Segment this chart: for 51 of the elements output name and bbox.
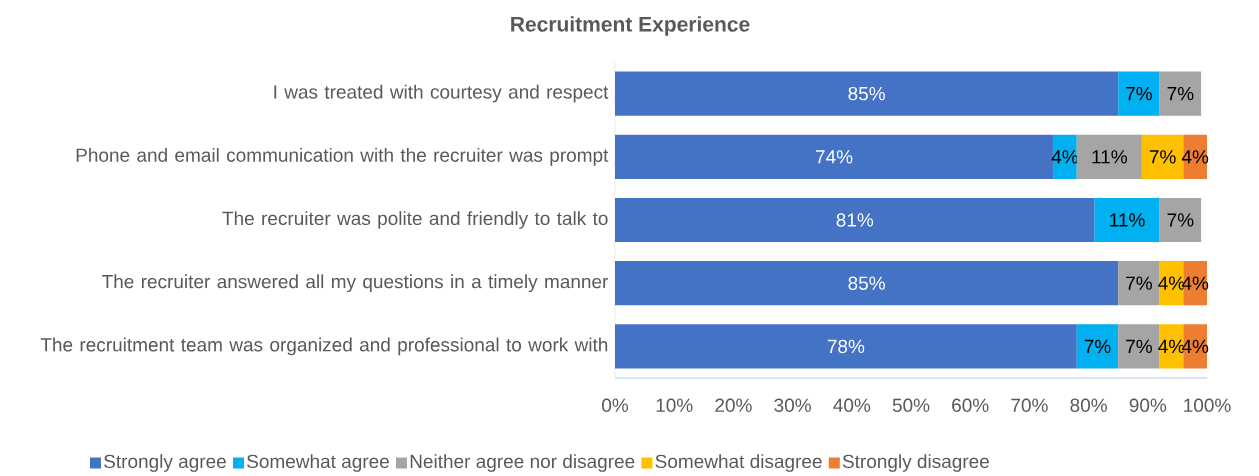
x-tick-label: 70% [1011, 398, 1048, 412]
legend-label: Somewhat agree [247, 454, 389, 472]
bar [1159, 197, 1202, 243]
data-label: 78% [827, 339, 865, 354]
data-label: 7% [1167, 86, 1194, 101]
y-tick-label: The recruitment team was organized and professional to work with [40, 337, 608, 356]
y-tick-label: The recruiter answered all my questions in a timely manner [102, 274, 609, 293]
data-label: 85% [848, 86, 885, 101]
legend-label: Somewhat disagree [655, 454, 822, 472]
data-label: 7% [1167, 213, 1194, 227]
x-tick-label: 40% [833, 398, 871, 412]
bar [1118, 324, 1160, 369]
data-label: 74% [816, 150, 853, 164]
x-tick-label: 80% [1070, 398, 1107, 412]
bar [615, 71, 1119, 116]
bar [1141, 134, 1184, 179]
data-label: 4% [1051, 150, 1078, 164]
bar [1159, 71, 1202, 116]
data-label: 7% [1126, 86, 1152, 101]
data-label: 85% [848, 276, 885, 290]
x-tick-label: 50% [892, 398, 930, 412]
bar [1076, 324, 1119, 369]
legend-label: Neither agree nor disagree [410, 454, 635, 472]
x-tick-label: 100% [1184, 398, 1231, 412]
bar [1076, 134, 1142, 179]
bar [1094, 197, 1160, 243]
x-tick-label: 60% [952, 398, 989, 412]
bar [615, 261, 1119, 306]
bar [1053, 134, 1077, 179]
x-tick-label: 20% [715, 398, 752, 412]
x-tick-label: 10% [656, 398, 693, 412]
bar [615, 197, 1095, 243]
data-label: 11% [1092, 150, 1127, 164]
x-tick-label: 90% [1129, 398, 1167, 412]
data-label: 7% [1126, 276, 1152, 290]
x-tick-label: 30% [774, 398, 811, 412]
bar [1118, 71, 1160, 116]
chart-title: Recruitment Experience [511, 16, 750, 36]
data-label: 7% [1149, 150, 1176, 164]
bar [1118, 261, 1160, 306]
data-label: 7% [1084, 339, 1111, 354]
y-tick-label: Phone and email communication with the recruiter was prompt [76, 147, 609, 166]
legend-label: Strongly agree [104, 454, 226, 472]
y-tick-label: I was treated with courtesy and respect [274, 84, 609, 103]
bar [615, 324, 1077, 369]
x-tick-label: 0% [602, 398, 629, 412]
y-tick-label: The recruiter was polite and friendly to talk to [222, 211, 608, 229]
data-label: 81% [836, 213, 874, 227]
legend-label: Strongly disagree [842, 454, 989, 472]
data-label: 11% [1110, 213, 1145, 227]
data-label: 7% [1126, 339, 1152, 354]
